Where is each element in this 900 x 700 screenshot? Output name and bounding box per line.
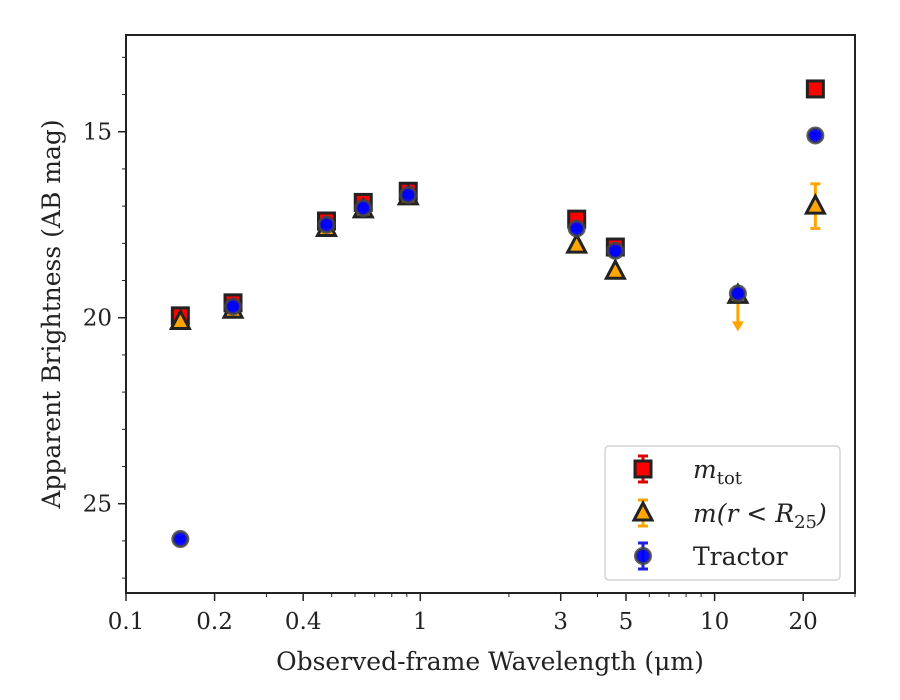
x-tick-label: 0.4 — [285, 609, 322, 635]
plot-frame — [125, 34, 856, 594]
upper-limit-arrow — [731, 321, 744, 332]
x-tick-label: 5 — [619, 609, 634, 635]
x-tick-label: 0.1 — [108, 609, 145, 635]
legend: mtot m(r < R25) Tractor — [604, 445, 841, 581]
marker-circle — [728, 284, 747, 303]
marker-circle — [171, 530, 190, 549]
y-tick-label: 20 — [83, 306, 112, 332]
legend-marker-square — [633, 459, 653, 479]
marker-triangle — [603, 258, 627, 280]
y-axis-label: Apparent Brightness (AB mag) — [37, 119, 66, 509]
x-tick-label: 20 — [789, 609, 818, 635]
marker-circle — [224, 297, 243, 316]
legend-marker-circle — [634, 547, 652, 565]
data-points — [168, 79, 827, 549]
marker-triangle — [565, 231, 589, 254]
marker-circle — [567, 219, 586, 238]
marker-circle — [399, 185, 418, 204]
x-axis-label: Observed-frame Wavelength (μm) — [276, 647, 704, 676]
legend-box — [604, 445, 841, 581]
x-tick-label: 1 — [413, 609, 428, 635]
marker-circle — [317, 215, 336, 234]
marker-circle — [806, 126, 825, 145]
marker-square — [805, 79, 825, 99]
series-circle — [171, 126, 825, 549]
marker-circle — [606, 241, 625, 260]
marker-circle — [354, 198, 373, 217]
legend-label: m(r < R25) — [693, 499, 827, 533]
x-tick-label: 0.2 — [196, 609, 233, 635]
legend-label: Tractor — [693, 542, 788, 571]
y-axis: 15 20 25 — [83, 56, 126, 579]
legend-marker-triangle — [631, 499, 655, 522]
marker-triangle — [803, 192, 827, 215]
y-tick-label: 15 — [83, 120, 112, 146]
legend-items: mtot m(r < R25) Tractor — [631, 454, 827, 571]
x-tick-label: 10 — [700, 609, 729, 635]
x-tick-label: 3 — [553, 609, 568, 635]
legend-label: mtot — [693, 455, 743, 489]
x-axis: 0.1 0.2 0.4 1 3 5 10 20 — [108, 593, 856, 635]
marker-triangle — [168, 308, 192, 330]
y-tick-label: 25 — [83, 492, 112, 518]
